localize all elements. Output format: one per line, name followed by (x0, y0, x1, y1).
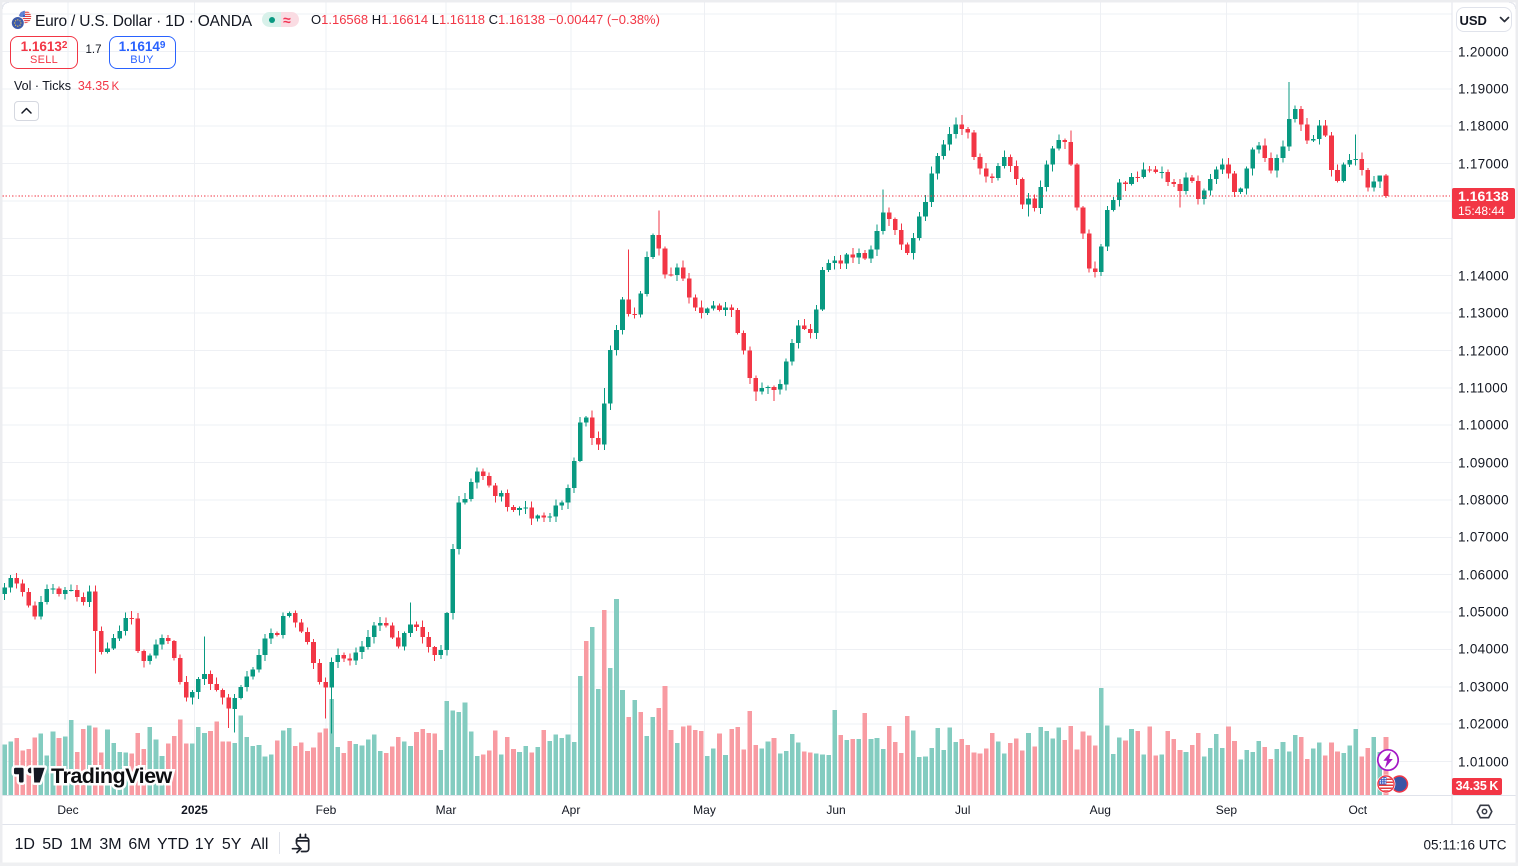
svg-text:TradingView: TradingView (51, 764, 173, 788)
